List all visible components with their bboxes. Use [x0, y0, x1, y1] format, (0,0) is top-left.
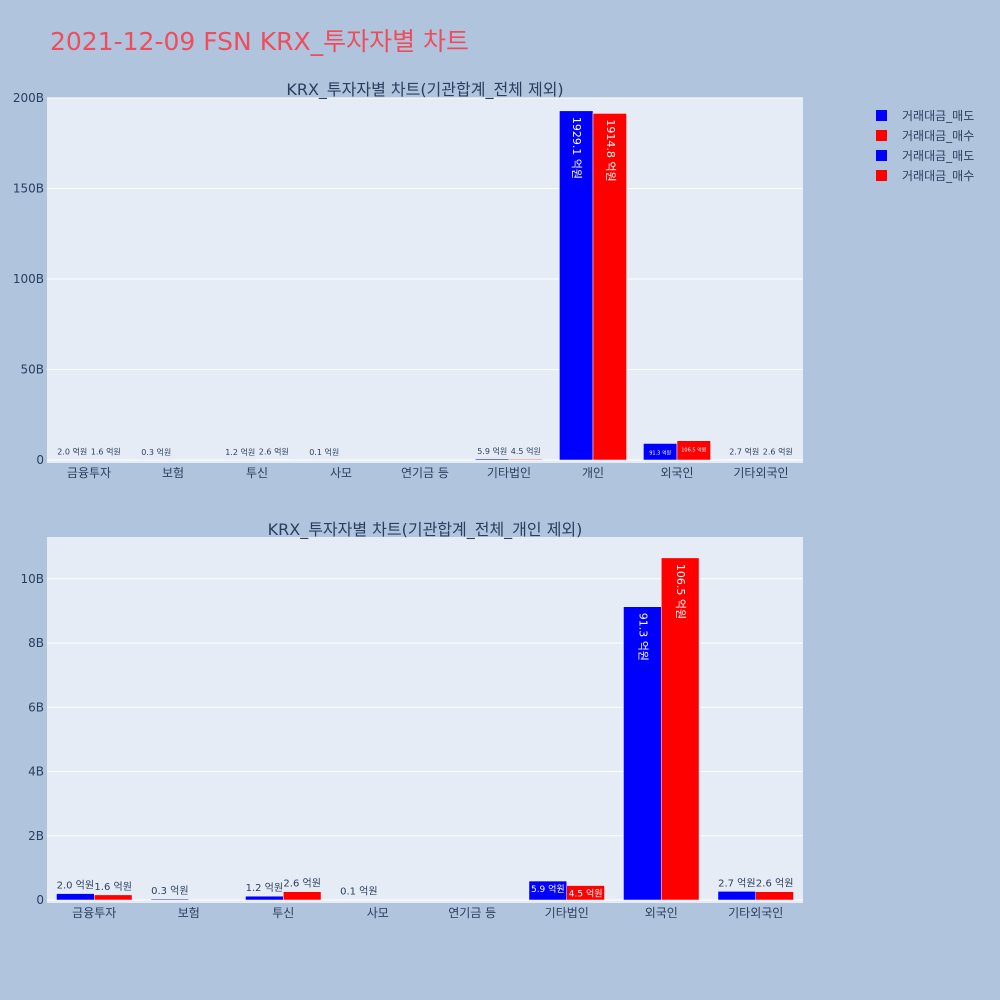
chart-1: 0 50B 100B 150B 200B KRX_투자자별 차트(기관합계_전체 제외) 금…: [13, 80, 803, 480]
y-tick-label: 2B: [28, 829, 44, 843]
bar: [559, 110, 594, 461]
x-tick-label: 금융투자: [67, 466, 111, 480]
x-tick-label: 기타외국인: [733, 466, 788, 480]
subplot-title: KRX_투자자별 차트(기관합계_전체 제외): [286, 80, 563, 100]
data-label: 2.6 억원: [283, 878, 320, 890]
data-label: 0.3 억원: [151, 885, 188, 897]
bar: [566, 885, 605, 901]
y-tick-label: 4B: [28, 765, 44, 779]
data-label: 0.3 억원: [141, 447, 171, 457]
bar: [56, 893, 95, 901]
legend-item[interactable]: 거래대금_매수: [876, 165, 974, 185]
bar: [283, 891, 322, 901]
bar: [676, 440, 711, 461]
x-tick-label: 기타법인: [545, 906, 589, 920]
legend-label: 거래대금_매도: [902, 148, 975, 163]
legend-swatch: [876, 129, 887, 141]
legend-label: 거래대금_매수: [902, 128, 975, 143]
plot-area: [47, 98, 803, 463]
bar: [150, 898, 189, 901]
bar: [623, 606, 662, 901]
x-tick-label: 기타외국인: [728, 906, 783, 920]
y-tick-label: 150B: [13, 182, 44, 196]
data-label: 1.6 억원: [91, 447, 121, 457]
y-tick-label: 8B: [28, 636, 44, 650]
legend-swatch: [876, 149, 887, 161]
data-label: 0.1 억원: [309, 447, 339, 457]
y-tick-label: 200B: [13, 91, 44, 105]
legend-item[interactable]: 거래대금_매수: [876, 125, 974, 145]
bar: [755, 891, 794, 901]
bar: [717, 891, 757, 901]
data-label: 2.7 억원: [718, 877, 755, 889]
x-tick-label: 외국인: [645, 906, 678, 920]
data-label: 0.1 억원: [340, 886, 377, 898]
data-label: 1.6 억원: [94, 881, 131, 893]
bar: [94, 894, 133, 901]
y-tick-label: 6B: [28, 700, 44, 714]
y-tick-label: 0: [36, 453, 44, 467]
x-tick-label: 투신: [246, 466, 268, 480]
legend-label: 거래대금_매수: [902, 168, 975, 183]
legend-swatch: [876, 109, 887, 121]
x-tick-label: 보험: [162, 466, 184, 480]
x-tick-label: 개인: [582, 466, 604, 480]
data-label: 4.5 억원: [511, 446, 541, 456]
data-label: 2.7 억원: [729, 447, 759, 457]
bar: [592, 113, 627, 461]
data-label: 2.0 억원: [57, 880, 94, 892]
x-tick-label: 기타법인: [487, 466, 531, 480]
y-tick-label: 0: [36, 893, 44, 907]
chart-2: 0 2B 4B 6B 8B 10B KRX_투자자별 차트(기관합계_전체_개인 제외) 금융…: [20, 520, 803, 920]
data-label: 91.3 억원: [636, 613, 649, 661]
bar: [508, 458, 543, 461]
legend: 거래대금_매도 거래대금_매수 거래대금_매도 거래대금_매수: [876, 105, 974, 185]
data-label: 91.3 억원: [649, 449, 671, 456]
data-label: 106.5 억원: [674, 564, 687, 619]
data-label: 1914.8 억원: [604, 119, 617, 181]
x-tick-label: 금융투자: [72, 906, 116, 920]
x-tick-label: 보험: [178, 906, 200, 920]
x-tick-label: 연기금 등: [401, 466, 449, 480]
y-tick-label: 50B: [20, 363, 44, 377]
data-label: 1929.1 억원: [570, 117, 583, 179]
page-title: 2021-12-09 FSN KRX_투자자별 차트: [50, 27, 470, 56]
data-label: 5.9 억원: [477, 446, 507, 456]
y-tick-label: 10B: [20, 572, 44, 586]
data-label: 106.5 억원: [681, 447, 707, 454]
data-label: 1.2 억원: [225, 447, 255, 457]
data-label: 1.2 억원: [246, 882, 283, 894]
legend-item[interactable]: 거래대금_매도: [876, 145, 974, 165]
legend-swatch: [876, 169, 887, 181]
x-tick-label: 사모: [330, 466, 352, 480]
legend-item[interactable]: 거래대금_매도: [876, 105, 974, 125]
x-tick-label: 사모: [367, 906, 389, 920]
data-label: 2.6 억원: [756, 878, 793, 890]
data-label: 4.5 억원: [569, 888, 603, 900]
bar: [661, 557, 700, 901]
data-label: 2.0 억원: [57, 447, 87, 457]
subplot-title: KRX_투자자별 차트(기관합계_전체_개인 제외): [268, 520, 583, 540]
bar: [475, 458, 510, 461]
y-tick-label: 100B: [13, 272, 44, 286]
data-label: 2.6 억원: [259, 447, 289, 457]
x-tick-label: 연기금 등: [448, 906, 496, 920]
data-label: 5.9 억원: [531, 883, 565, 895]
legend-label: 거래대금_매도: [902, 108, 975, 123]
x-tick-label: 투신: [272, 906, 294, 920]
bar: [245, 895, 284, 901]
x-tick-label: 외국인: [660, 466, 693, 480]
data-label: 2.6 억원: [763, 447, 793, 457]
